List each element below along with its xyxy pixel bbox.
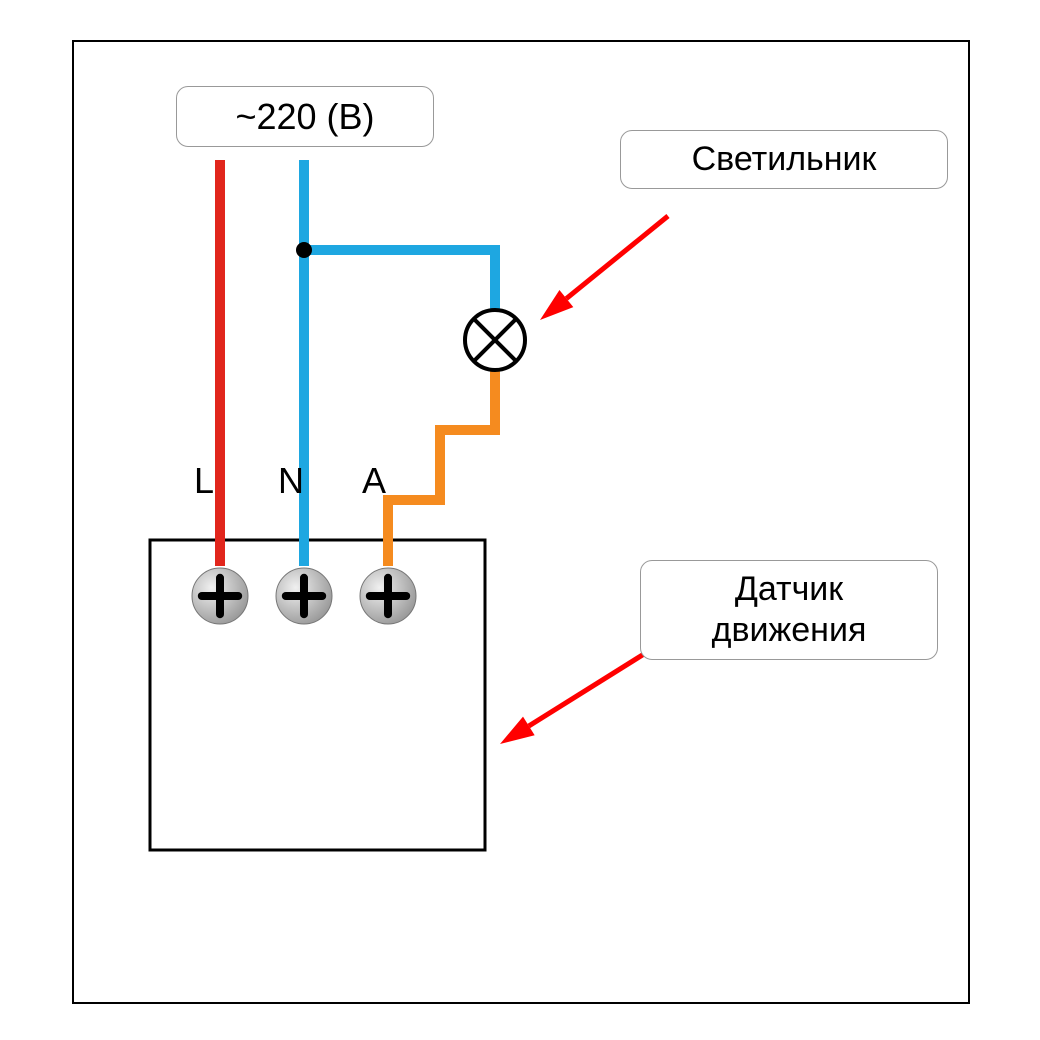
junction-node xyxy=(296,242,312,258)
terminal-label-n: N xyxy=(278,460,304,502)
wire-a xyxy=(388,370,495,566)
terminal-label-a: A xyxy=(362,460,386,502)
arrowhead-to-sensor xyxy=(500,717,535,744)
lamp-label: Светильник xyxy=(620,130,948,189)
terminal-label-l: L xyxy=(194,460,214,502)
arrow-to-sensor xyxy=(529,654,644,726)
sensor-label: Датчикдвижения xyxy=(640,560,938,660)
arrow-to-lamp xyxy=(566,216,668,299)
voltage-label: ~220 (В) xyxy=(176,86,434,147)
wire-n xyxy=(304,160,495,566)
diagram-canvas: ~220 (В) Светильник Датчикдвижения L N A xyxy=(0,0,1040,1040)
